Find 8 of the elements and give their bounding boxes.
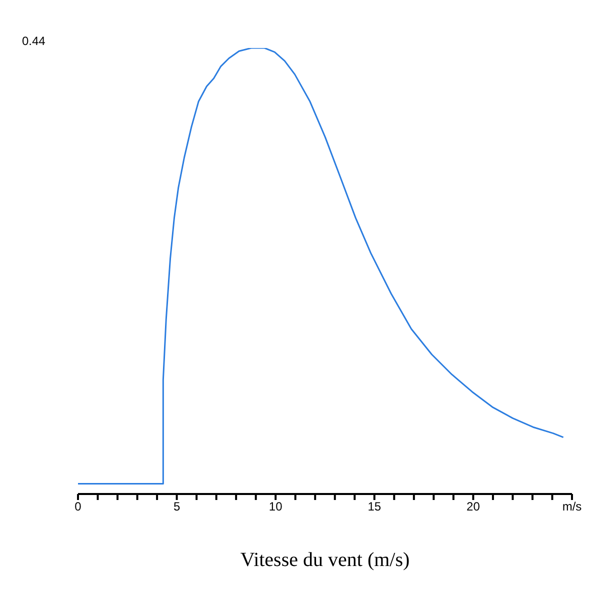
x-tick-label: m/s [562, 500, 582, 514]
x-tick-label: 0 [74, 500, 82, 514]
x-tick-label: 15 [368, 500, 382, 514]
x-tick-label: 20 [466, 500, 480, 514]
x-axis-title: Vitesse du vent (m/s) [240, 549, 410, 571]
text: 0.44 [22, 34, 46, 48]
x-tick-label: 5 [173, 500, 180, 514]
x-tick-label: 10 [268, 500, 283, 514]
